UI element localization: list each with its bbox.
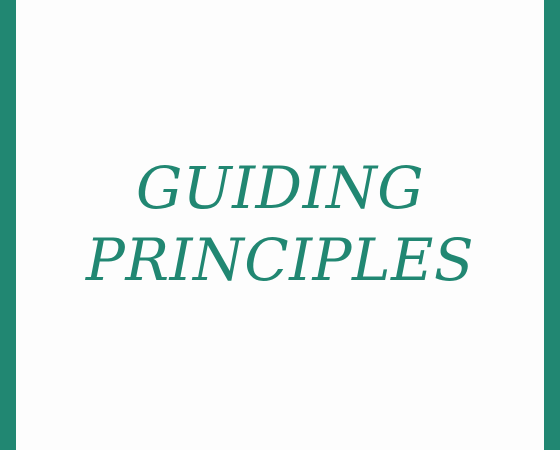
page-title: GUIDING PRINCIPLES bbox=[16, 152, 544, 296]
title-line-2: PRINCIPLES bbox=[85, 226, 475, 294]
title-line-1: GUIDING bbox=[135, 154, 425, 222]
